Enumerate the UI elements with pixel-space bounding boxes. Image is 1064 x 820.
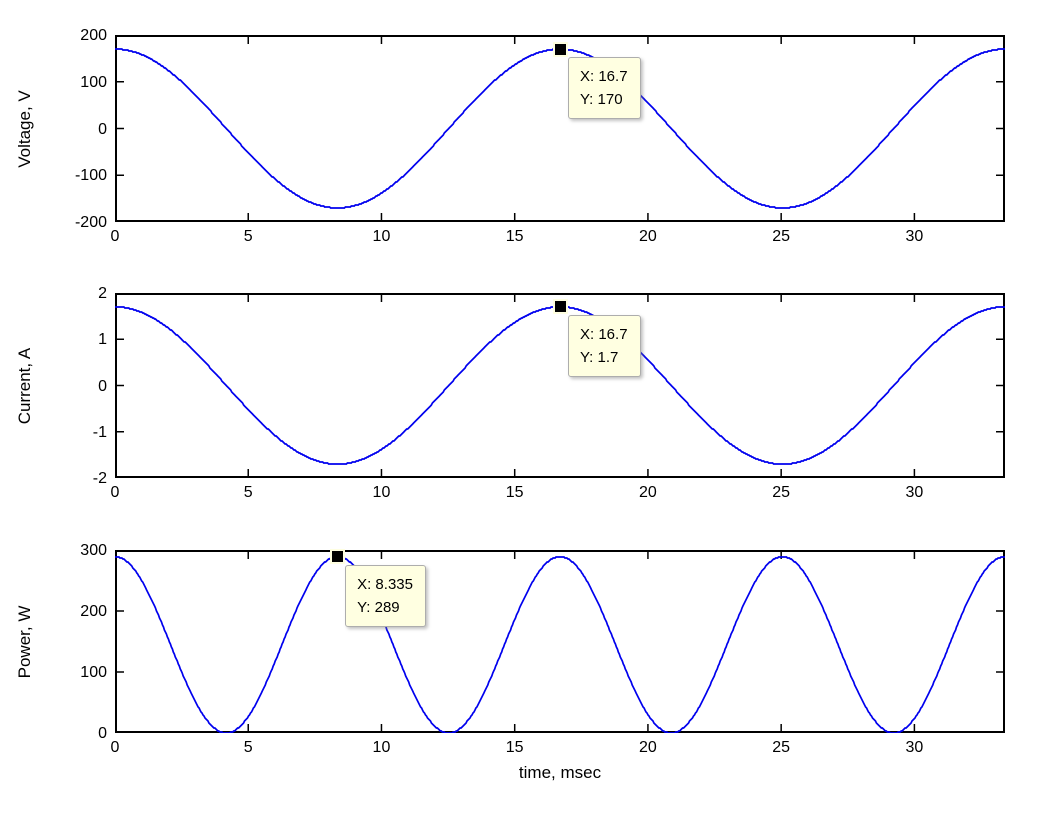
x-tick-label: 15 [505, 228, 524, 245]
subplot-voltage: Voltage, V X: 16.7 Y: 170 0 5 10 15 20 25 30 20… [15, 27, 1005, 245]
y-tick-label: 100 [80, 664, 107, 681]
x-tick-label: 30 [905, 739, 924, 756]
y-tick-label: -100 [74, 167, 107, 185]
waveform-voltage[interactable] [115, 48, 1005, 209]
x-tick-label: 20 [639, 739, 657, 756]
x-tick-label: 30 [905, 228, 924, 245]
y-tick-label: -1 [92, 423, 107, 441]
waveform-power[interactable] [115, 556, 1005, 733]
datatip-marker-power[interactable] [329, 549, 345, 565]
x-tick-label: 0 [110, 739, 120, 756]
y-axis-label-voltage: Voltage, V [15, 89, 34, 168]
x-tick-label: 25 [772, 739, 791, 756]
x-axis-label-time: time, msec [518, 763, 602, 782]
x-tick-label: 30 [905, 484, 924, 501]
plot-area-power[interactable] [115, 550, 1005, 733]
datatip-x-value: X: 16.7 [580, 325, 628, 343]
plot-area-current[interactable] [115, 293, 1005, 478]
x-tick-label: 0 [110, 228, 120, 245]
y-tick-label: -200 [74, 214, 107, 231]
datatip-x-value: X: 8.335 [357, 575, 413, 593]
datatip-power[interactable]: X: 8.335 Y: 289 [345, 564, 426, 627]
y-tick-label: -2 [92, 470, 107, 487]
datatip-y-value: Y: 1.7 [580, 348, 619, 366]
x-tick-label: 5 [243, 484, 253, 501]
datatip-current[interactable]: X: 16.7 Y: 1.7 [568, 314, 641, 377]
datatip-marker-current[interactable] [552, 299, 568, 315]
axes-box [115, 35, 1005, 222]
waveform-current[interactable] [115, 306, 1005, 465]
x-tick-label: 20 [639, 228, 657, 245]
y-axis-label-current: Current, A [15, 347, 34, 424]
y-tick-label: 0 [98, 725, 107, 742]
x-tick-label: 15 [505, 739, 524, 756]
y-tick-label: 1 [98, 331, 107, 349]
y-tick-label: 2 [98, 285, 107, 302]
y-tick-label: 200 [80, 603, 107, 620]
x-tick-label: 0 [110, 484, 120, 501]
datatip-y-value: Y: 170 [580, 91, 623, 109]
datatip-x-value: X: 16.7 [580, 68, 628, 86]
subplot-power: Power, W time, msec X: 8.335 Y: 289 0 5 10… [15, 542, 1005, 782]
axes-box [115, 550, 1005, 733]
y-axis-label-power: Power, W [15, 605, 34, 678]
y-tick-label: 300 [80, 542, 107, 559]
datatip-voltage[interactable]: X: 16.7 Y: 170 [568, 57, 641, 120]
axes-box [115, 293, 1005, 478]
x-tick-label: 10 [372, 739, 391, 756]
x-tick-label: 10 [372, 228, 391, 245]
plot-area-voltage[interactable] [115, 35, 1005, 222]
y-tick-label: 100 [80, 73, 107, 91]
x-tick-label: 20 [639, 484, 657, 501]
datatip-marker-voltage[interactable] [552, 41, 568, 57]
x-tick-label: 25 [772, 484, 791, 501]
x-tick-label: 15 [505, 484, 524, 501]
subplot-current: Current, A X: 16.7 Y: 1.7 0 5 10 15 20 25 30 2 1… [15, 285, 1005, 501]
x-tick-label: 25 [772, 228, 791, 245]
y-tick-label: 200 [80, 27, 107, 44]
x-tick-label: 5 [243, 228, 253, 245]
y-tick-label: 0 [98, 377, 107, 395]
x-tick-label: 5 [243, 739, 253, 756]
x-tick-label: 10 [372, 484, 391, 501]
y-tick-label: 0 [98, 120, 107, 138]
datatip-y-value: Y: 289 [357, 598, 400, 616]
